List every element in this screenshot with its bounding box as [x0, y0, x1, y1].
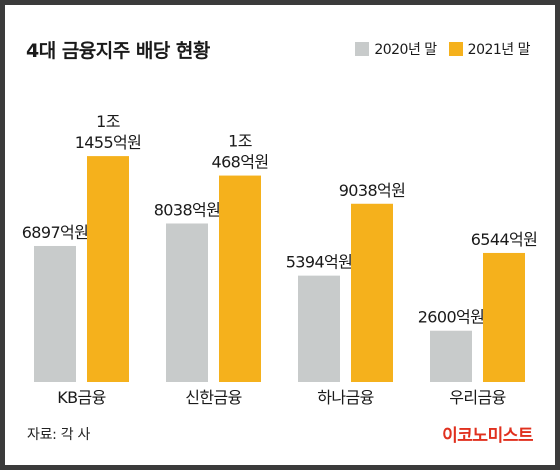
- data-label-2021-0-1: 1455억원: [75, 133, 142, 152]
- bar-2021-1: [219, 175, 261, 382]
- bar-2021-0: [87, 156, 129, 382]
- data-label-2020-1-0: 8038억원: [154, 200, 221, 219]
- bar-2020-0: [34, 245, 76, 382]
- source-note: 자료: 각 사: [27, 427, 91, 443]
- data-label-2020-0-0: 6897억원: [22, 223, 89, 242]
- data-label-2021-2-0: 9038억원: [339, 181, 406, 200]
- chart-legend: 2020년 말 2021년 말: [343, 39, 531, 59]
- data-label-2021-1-1: 468억원: [212, 153, 269, 172]
- bar-2020-3: [430, 330, 472, 382]
- data-label-2020-3-0: 2600억원: [418, 308, 485, 327]
- legend-item-2021: 2021년 말: [448, 39, 531, 59]
- category-label-2: 하나금융: [317, 388, 373, 407]
- bar-2020-2: [298, 275, 340, 382]
- chart-title: 4대 금융지주 배당 현황: [26, 40, 210, 62]
- legend-item-2020: 2020년 말: [355, 39, 437, 59]
- legend-swatch-2020: [355, 42, 370, 56]
- legend-label-2020: 2020년 말: [374, 42, 437, 58]
- bar-2021-3: [483, 252, 525, 382]
- data-label-2020-2-0: 5394억원: [286, 253, 353, 272]
- legend-label-2021: 2021년 말: [467, 42, 531, 58]
- category-label-1: 신한금융: [185, 388, 241, 407]
- data-label-2021-1-0: 1조: [228, 132, 252, 151]
- brand-logo: 이코노미스트: [442, 426, 533, 446]
- bar-2020-1: [166, 223, 208, 382]
- category-label-0: KB금융: [57, 388, 106, 407]
- category-label-3: 우리금융: [449, 388, 505, 407]
- data-label-2021-0-0: 1조: [96, 112, 120, 131]
- data-label-2021-3-0: 6544억원: [471, 230, 538, 249]
- legend-swatch-2021: [448, 42, 463, 56]
- bar-2021-2: [351, 203, 393, 382]
